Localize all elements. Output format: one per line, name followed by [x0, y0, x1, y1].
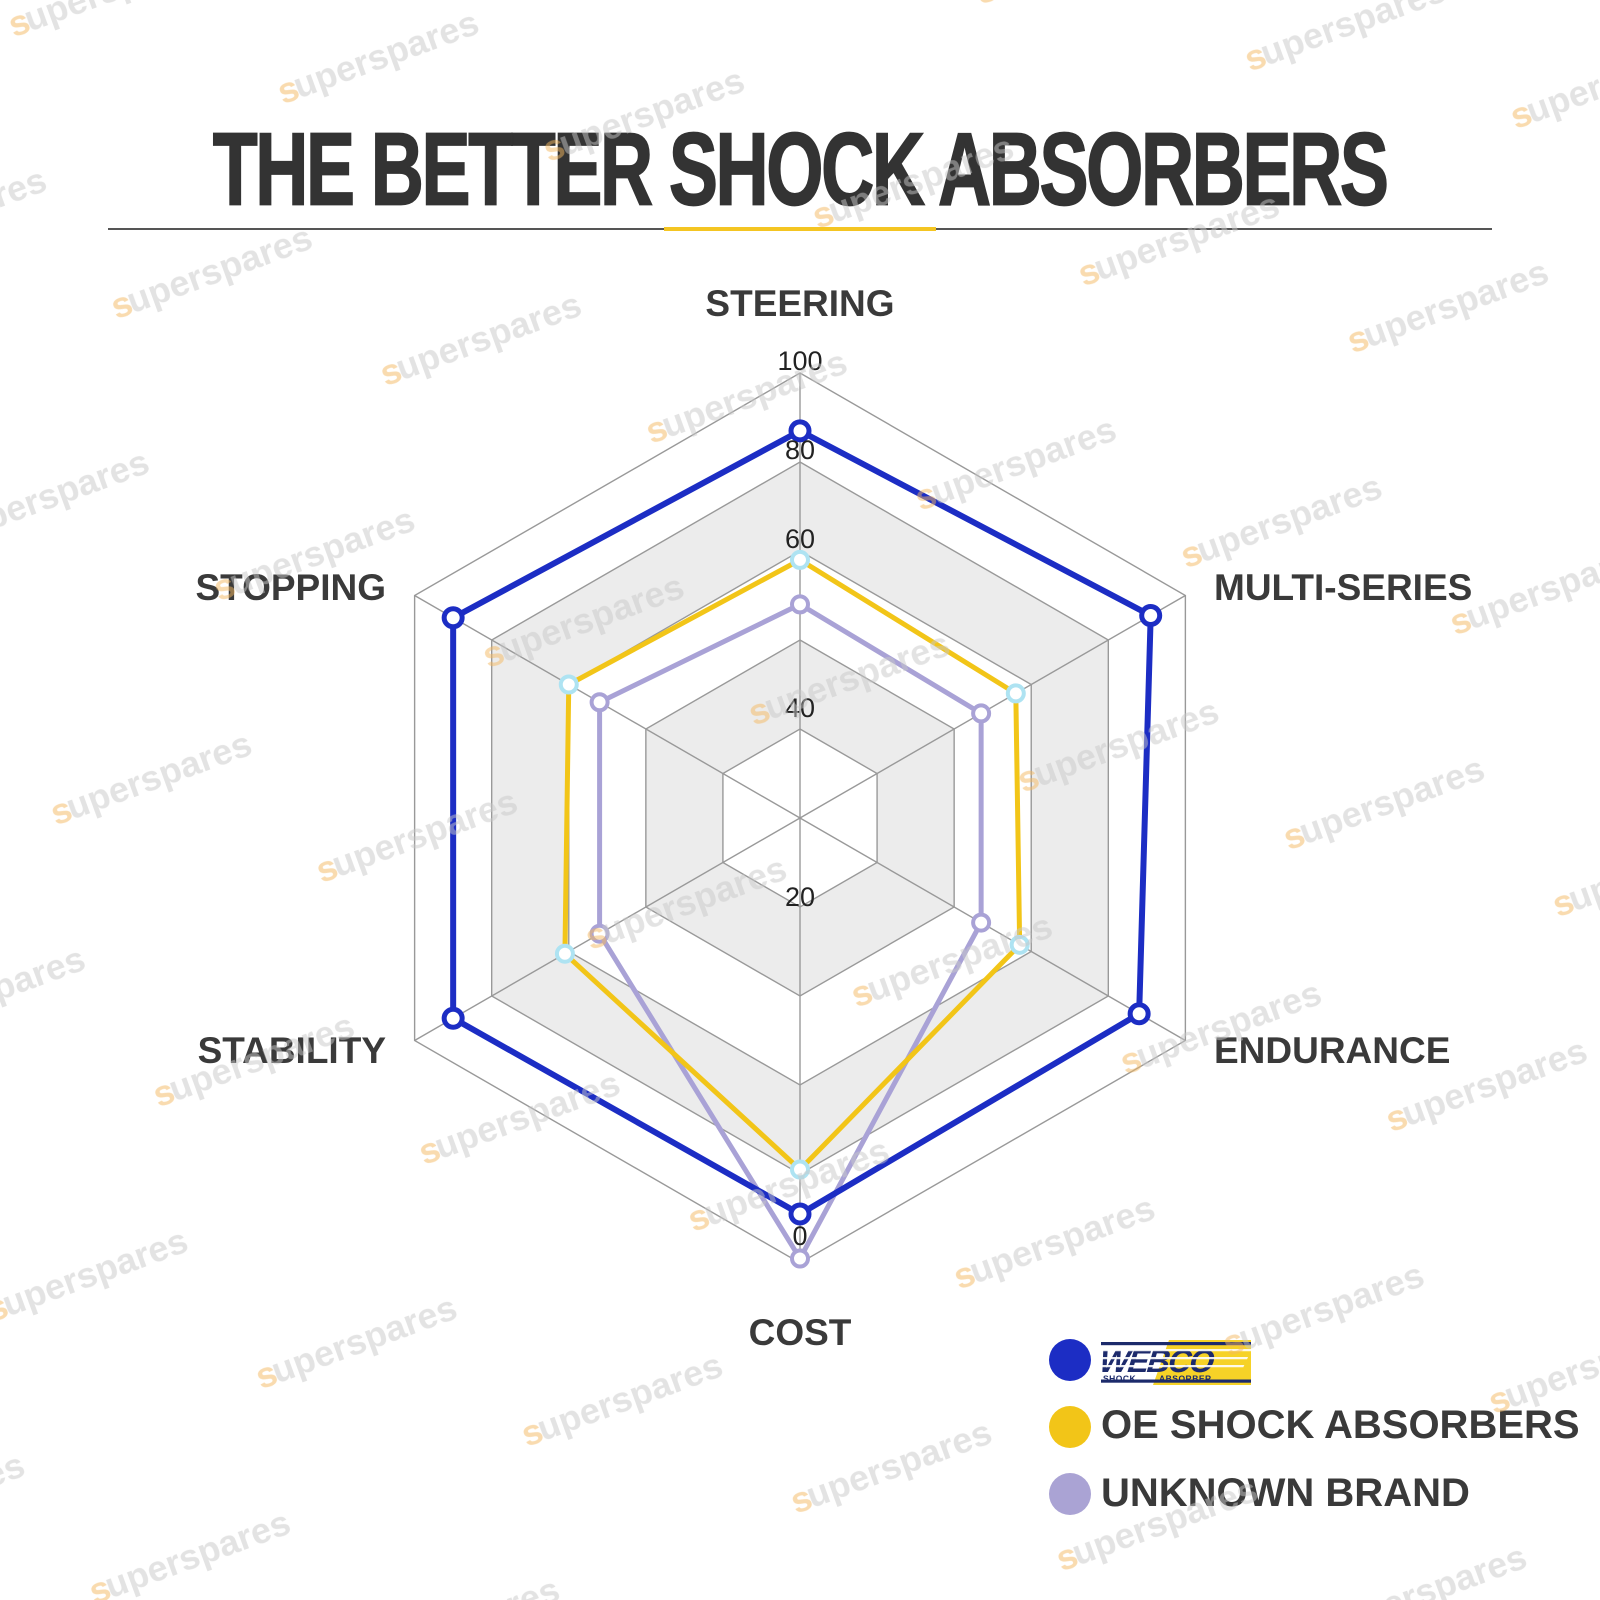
svg-text:20: 20 [785, 882, 815, 912]
svg-text:STABILITY: STABILITY [198, 1030, 387, 1071]
svg-text:STEERING: STEERING [705, 283, 894, 324]
svg-text:0: 0 [792, 1221, 807, 1251]
svg-text:ENDURANCE: ENDURANCE [1214, 1030, 1450, 1071]
svg-text:ABSORBER: ABSORBER [1159, 1374, 1212, 1384]
svg-text:40: 40 [785, 693, 815, 723]
svg-text:UNKNOWN BRAND: UNKNOWN BRAND [1101, 1471, 1470, 1515]
svg-text:60: 60 [785, 524, 815, 554]
svg-text:OE SHOCK ABSORBERS: OE SHOCK ABSORBERS [1101, 1403, 1580, 1447]
svg-text:STOPPING: STOPPING [195, 567, 386, 608]
svg-text:MULTI-SERIES: MULTI-SERIES [1214, 567, 1472, 608]
svg-text:COST: COST [749, 1312, 852, 1353]
svg-text:80: 80 [785, 435, 815, 465]
svg-text:SHOCK: SHOCK [1103, 1374, 1137, 1384]
svg-text:100: 100 [777, 346, 822, 376]
